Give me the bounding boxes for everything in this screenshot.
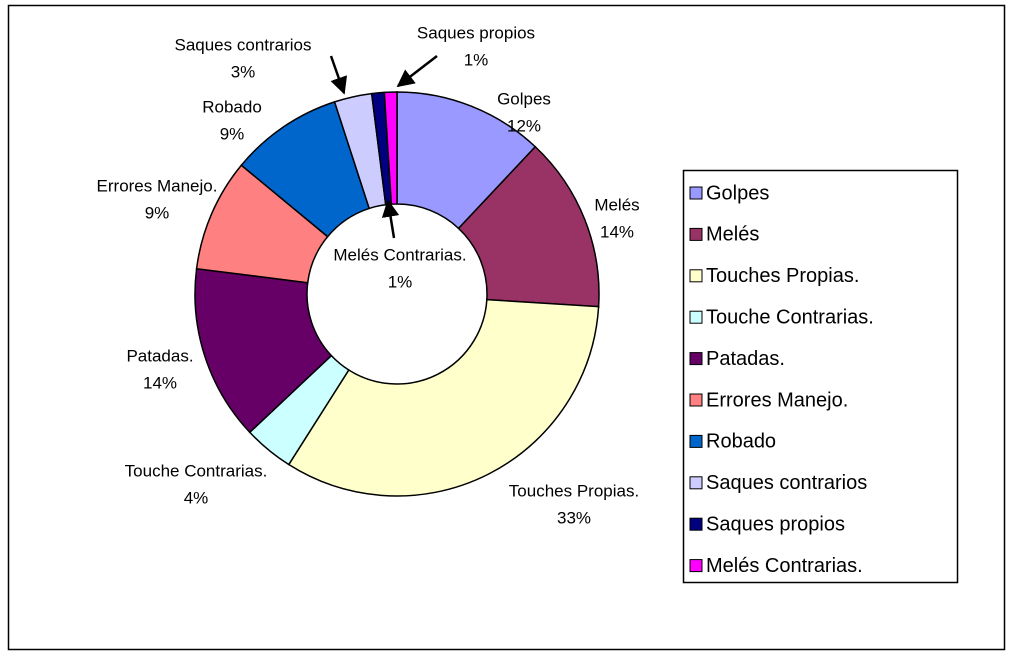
data-label-value: 14% <box>143 373 177 392</box>
legend-swatch <box>689 227 703 241</box>
legend-swatch <box>689 559 703 573</box>
leader-arrow <box>396 55 438 88</box>
legend-label: Saques propios <box>706 513 845 535</box>
legend-label: Errores Manejo. <box>706 389 848 411</box>
legend-swatch <box>689 186 703 200</box>
data-label-name: Errores Manejo. <box>97 176 218 195</box>
legend-label: Robado <box>706 431 776 453</box>
legend-label: Touche Contrarias. <box>706 306 874 328</box>
data-label-name: Touches Propias. <box>509 481 639 500</box>
legend-label: Touches Propias. <box>706 265 859 287</box>
legend-swatch <box>689 476 703 490</box>
data-label-value: 3% <box>231 62 256 81</box>
leader-arrow <box>329 55 348 95</box>
data-label-value: 1% <box>388 272 413 291</box>
data-label-value: 9% <box>220 124 245 143</box>
legend-swatch <box>689 310 703 324</box>
legend-box <box>682 169 959 584</box>
data-label-value: 12% <box>507 116 541 135</box>
data-label-value: 9% <box>145 203 170 222</box>
slice <box>457 145 600 308</box>
data-label-name: Melés <box>594 195 639 214</box>
data-label-name: Robado <box>202 97 262 116</box>
doughnut <box>194 91 600 497</box>
legend-label: Golpes <box>706 182 769 204</box>
legend-label: Saques contrarios <box>706 472 867 494</box>
legend-swatch <box>689 517 703 531</box>
slice <box>194 267 333 434</box>
data-label-value: 4% <box>184 488 209 507</box>
data-label-name: Golpes <box>497 89 551 108</box>
legend-swatch <box>689 434 703 448</box>
data-label-value: 33% <box>557 508 591 527</box>
leader-arrow <box>381 199 400 239</box>
data-label-name: Saques contrarios <box>174 35 311 54</box>
slice <box>287 298 600 497</box>
legend-swatch <box>689 352 703 366</box>
legend-label: Patadas. <box>706 348 785 370</box>
data-label-name: Saques propios <box>417 23 535 42</box>
data-label-value: 14% <box>600 222 634 241</box>
legend-label: Melés Contrarias. <box>706 555 863 577</box>
data-label-name: Patadas. <box>126 346 193 365</box>
legend-label: Melés <box>706 224 759 246</box>
data-label-name: Melés Contrarias. <box>333 245 466 264</box>
legend-swatch <box>689 269 703 283</box>
data-label-value: 1% <box>464 50 489 69</box>
legend-swatch <box>689 393 703 407</box>
data-label-name: Touche Contrarias. <box>125 461 268 480</box>
